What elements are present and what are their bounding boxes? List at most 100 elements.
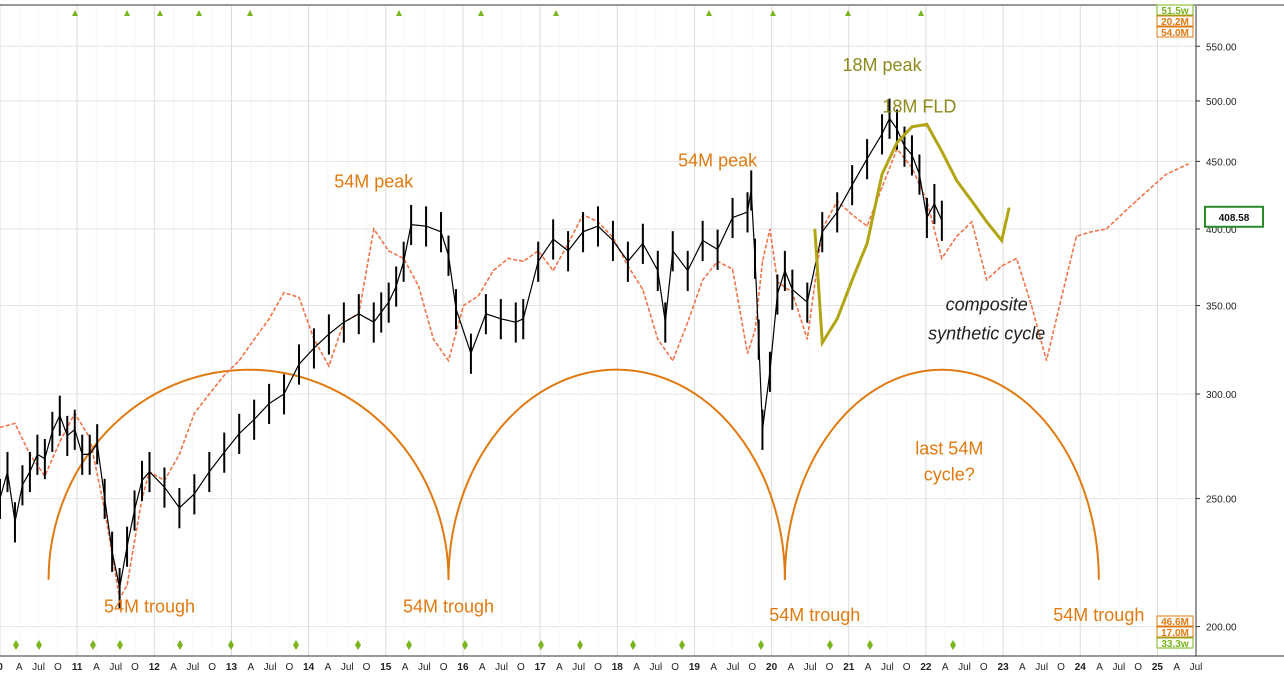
price-line-point: [806, 301, 808, 303]
x-tick-label: A: [710, 662, 717, 673]
cycle-badge-label: 51.5w: [1161, 6, 1188, 17]
x-tick-label: A: [402, 662, 409, 673]
annotation-last2: cycle?: [924, 465, 975, 485]
price-line-point: [283, 393, 285, 395]
cycle-badge-label: 46.6M: [1161, 617, 1189, 628]
x-tick-label: A: [942, 662, 949, 673]
bottom-marker-icon: [117, 640, 123, 650]
fld-line-point: [866, 242, 868, 245]
x-tick-label: 13: [226, 662, 238, 673]
price-line-point: [754, 257, 756, 259]
composite-line-point: [1135, 200, 1137, 202]
price-line-point: [66, 435, 68, 437]
bottom-marker-icon: [827, 640, 833, 650]
price-line-point: [403, 260, 405, 263]
x-tick-label: A: [16, 662, 23, 673]
price-line-point: [627, 260, 629, 263]
composite-line-point: [986, 279, 988, 281]
cycle-badge-box: [1156, 15, 1194, 27]
composite-line-point: [388, 250, 390, 252]
x-axis: 0 A Jul O 11 A Jul O 12 A Jul O 13 A Jul O 14 A Jul O 15 A Jul…: [0, 4, 1284, 673]
price-line-point: [791, 288, 793, 290]
composite-line-point: [851, 214, 853, 216]
composite-line-point: [238, 359, 240, 362]
price-line-point: [657, 269, 659, 272]
x-tick-label: 14: [303, 662, 315, 673]
composite-line-point: [866, 225, 868, 227]
price-line-point: [687, 269, 689, 272]
price-line-point: [642, 242, 644, 245]
price-line-point: [903, 145, 906, 147]
x-tick-label: O: [517, 662, 525, 673]
composite-line-point: [754, 330, 756, 332]
top-marker-icon: [247, 10, 253, 16]
x-tick-label: Jul: [881, 662, 894, 673]
price-line-point: [866, 158, 868, 160]
composite-line-point: [133, 540, 136, 543]
price-line-point: [380, 311, 382, 313]
x-tick-label: A: [170, 662, 177, 673]
composite-line-point: [492, 269, 494, 272]
cycle-badge-box: [1156, 4, 1194, 16]
fld-series: [813, 122, 1011, 348]
top-marker-icon: [196, 10, 202, 16]
price-line-point: [223, 451, 225, 453]
price-line-point: [238, 432, 240, 435]
price-line-point: [926, 216, 928, 219]
x-tick-label: A: [1096, 662, 1103, 673]
composite-line-point: [208, 393, 210, 395]
bottom-marker-icon: [538, 640, 544, 650]
fld-line-point: [814, 228, 816, 230]
price-line-point: [888, 117, 891, 120]
price-line-point: [96, 443, 98, 445]
price-line-point: [328, 333, 330, 335]
x-tick-label: Jul: [418, 662, 431, 673]
x-tick-label: Jul: [32, 662, 45, 673]
bottom-marker-icon: [758, 640, 764, 650]
composite-line-point: [806, 338, 808, 340]
top-marker-icon: [478, 10, 484, 16]
composite-line-point: [672, 359, 674, 362]
bottom-marker-icon: [577, 640, 583, 650]
annotation-peak18: 18M peak: [843, 55, 923, 75]
price-line-point: [522, 318, 524, 320]
price-line-point: [14, 521, 16, 523]
price-line-point: [515, 321, 517, 323]
composite-series: [0, 147, 1190, 601]
price-line-point: [104, 497, 106, 500]
y-tick-label: 450.00: [1206, 157, 1237, 168]
price-line-point: [911, 154, 913, 156]
price-line-point: [313, 347, 315, 349]
composite-line-point: [477, 295, 479, 297]
price-line-point: [896, 128, 898, 130]
price-line-point: [612, 239, 614, 242]
price-line-point: [373, 321, 375, 323]
price-line-point: [537, 260, 539, 263]
price-line-point: [664, 321, 666, 323]
price-line-point: [784, 269, 786, 272]
x-tick-label: 21: [843, 662, 855, 673]
y-tick-label: 300.00: [1206, 390, 1237, 401]
price-line-point: [119, 587, 121, 589]
cycle-badge-label: 20.2M: [1161, 17, 1189, 28]
composite-line-point: [1090, 231, 1092, 233]
x-tick-label: 16: [457, 662, 469, 673]
composite-line-point: [1187, 163, 1190, 165]
composite-line-point: [59, 441, 61, 443]
price-line-point: [133, 509, 136, 511]
price-line-point: [758, 338, 760, 340]
composite-line-point: [432, 338, 435, 340]
composite-line-point: [1060, 296, 1063, 299]
x-tick-label: O: [903, 662, 911, 673]
x-tick-label: O: [594, 662, 602, 673]
price-line-point: [59, 414, 61, 417]
x-tick-label: Jul: [495, 662, 508, 673]
composite-line-point: [178, 453, 180, 456]
price-line-point: [253, 418, 255, 420]
x-tick-label: 24: [1075, 662, 1087, 673]
y-tick-label: 250.00: [1206, 495, 1237, 506]
x-tick-label: 11: [72, 662, 83, 673]
price-line-point: [470, 352, 472, 354]
fld-line-point: [926, 123, 928, 125]
